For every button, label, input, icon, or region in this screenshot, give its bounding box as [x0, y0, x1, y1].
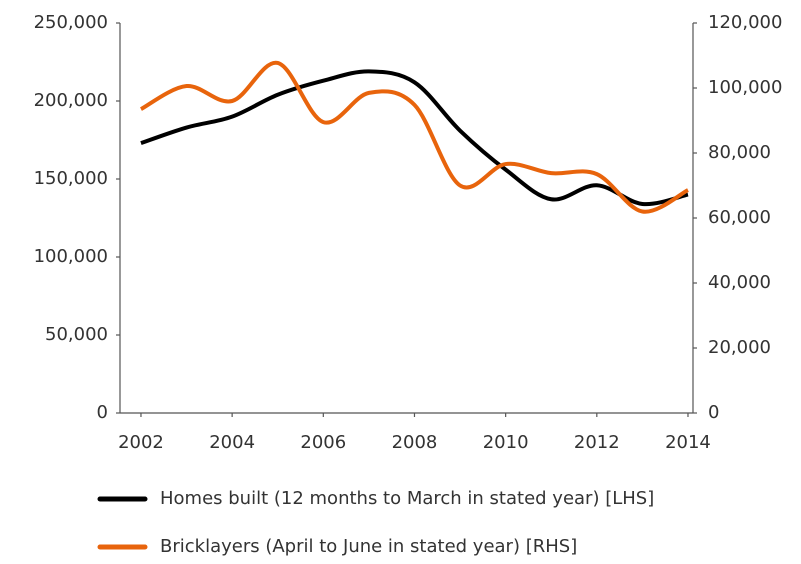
- series-line: [139, 60, 689, 214]
- x-tick-label: 2012: [574, 432, 620, 453]
- y2-tick-label: 0: [708, 402, 719, 423]
- y2-tick-label: 40,000: [708, 272, 771, 293]
- y-tick-label: 150,000: [34, 168, 108, 189]
- y-tick-label: 50,000: [45, 324, 108, 345]
- x-tick-label: 2014: [665, 432, 711, 453]
- y2-tick-label: 60,000: [708, 207, 771, 228]
- y-tick-label: 200,000: [34, 90, 108, 111]
- y-tick-label: 100,000: [34, 246, 108, 267]
- y2-tick-label: 80,000: [708, 142, 771, 163]
- x-tick-label: 2010: [483, 432, 529, 453]
- series-line: [140, 69, 689, 207]
- x-tick-label: 2008: [392, 432, 438, 453]
- y2-tick-label: 20,000: [708, 337, 771, 358]
- y-tick-label: 0: [97, 402, 108, 423]
- y2-tick-label: 100,000: [708, 77, 782, 98]
- y2-tick-label: 120,000: [708, 12, 782, 33]
- legend-label: Bricklayers (April to June in stated yea…: [160, 536, 577, 557]
- x-tick-label: 2002: [118, 432, 164, 453]
- x-tick-label: 2006: [300, 432, 346, 453]
- y-tick-label: 250,000: [34, 12, 108, 33]
- legend-label: Homes built (12 months to March in state…: [160, 488, 654, 509]
- x-tick-label: 2004: [209, 432, 255, 453]
